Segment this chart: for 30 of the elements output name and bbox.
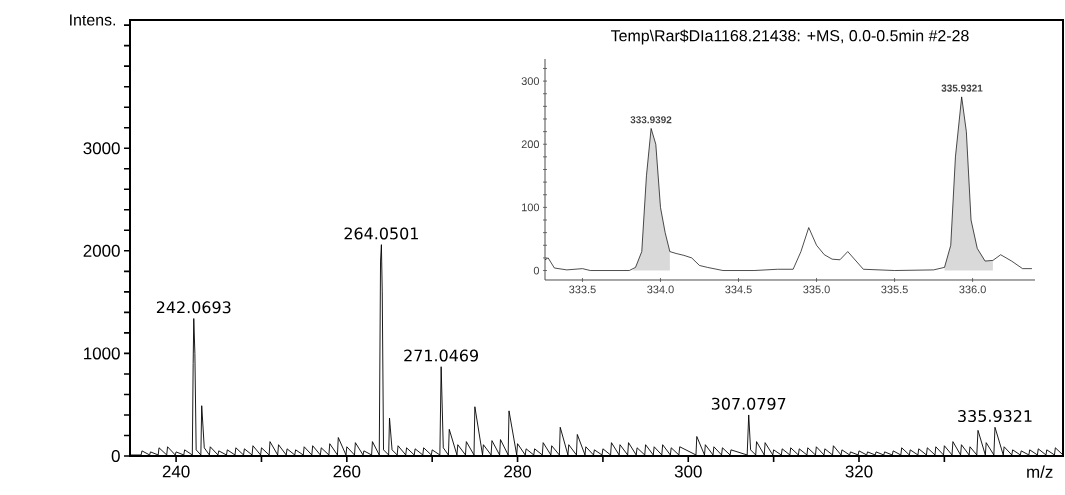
x-tick-label: 334.5 <box>725 285 752 294</box>
x-tick-label: 335.0 <box>803 285 830 294</box>
y-tick-label: 2000 <box>83 244 120 257</box>
annotation: 307.0797 <box>711 397 786 410</box>
line-series <box>544 96 1033 271</box>
annotation: 333.9392 <box>630 116 672 124</box>
x-tick-label: 280 <box>504 465 532 478</box>
annotation: 264.0501 <box>344 227 418 240</box>
y-tick-label: 300 <box>521 77 540 85</box>
chart-title: Temp\Rar$DIa1168.21438: +MS, 0.0-0.5min #2-28 <box>611 29 969 45</box>
x-tick-label: 333.5 <box>569 285 596 294</box>
x-tick-label: 335.5 <box>881 285 908 294</box>
y-axis-title: Intens. <box>70 14 116 26</box>
x-tick-label: 300 <box>674 465 702 478</box>
y-tick-label: 3000 <box>83 142 120 155</box>
x-tick-label: 336.0 <box>959 285 986 294</box>
annotation: 335.9321 <box>941 84 983 92</box>
annotation: 335.9321 <box>958 410 1032 423</box>
y-tick-label: 200 <box>521 140 540 149</box>
x-tick-label: 320 <box>845 465 873 478</box>
x-tick-label: 240 <box>162 465 190 478</box>
y-tick-label: 1000 <box>84 347 120 360</box>
y-tick-label: 0 <box>111 450 120 462</box>
x-tick-label: 334.0 <box>647 285 674 294</box>
x-tick-label: 260 <box>333 465 361 478</box>
y-tick-label: 100 <box>522 203 540 212</box>
annotation: 271.0469 <box>404 349 478 362</box>
annotation: 242.0693 <box>156 301 231 314</box>
y-tick-label: 0 <box>533 266 540 275</box>
x-axis-title: m/z <box>1027 465 1053 478</box>
